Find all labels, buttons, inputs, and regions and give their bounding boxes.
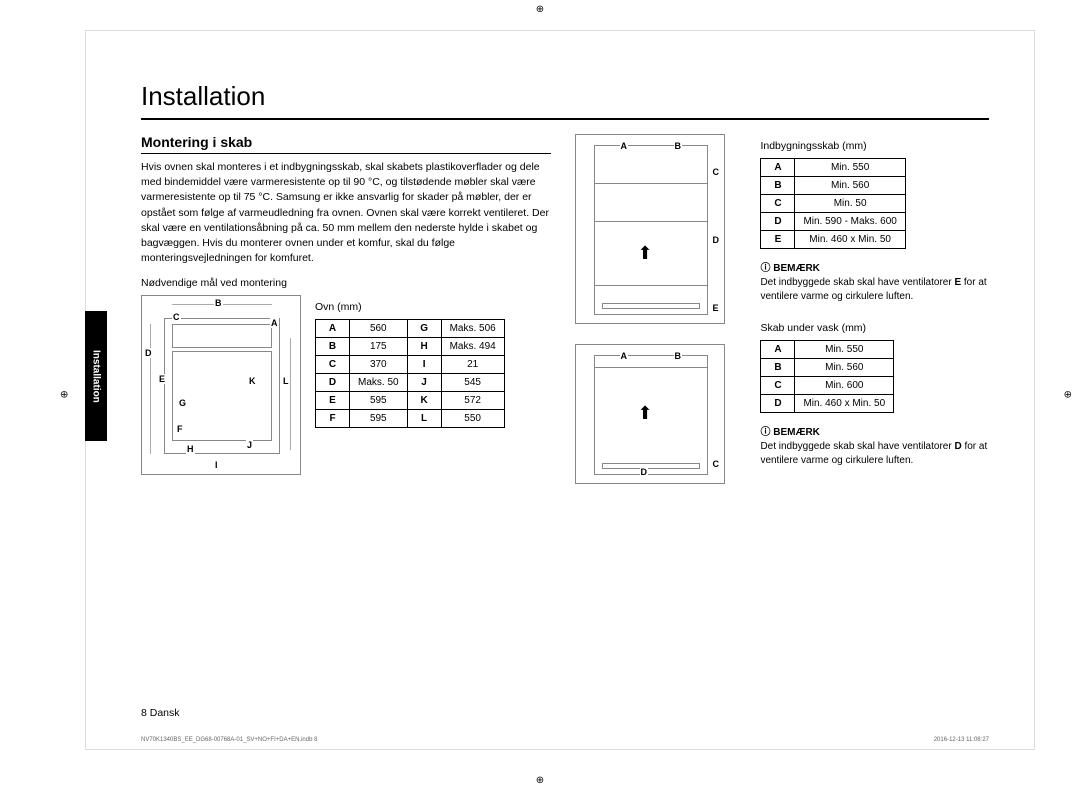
table-cell: D	[316, 373, 350, 391]
fig1-label-k: K	[248, 376, 257, 386]
table-cell: C	[761, 377, 795, 395]
table-cell: Min. 550	[795, 159, 905, 177]
table-caption-ovn: Ovn (mm)	[315, 301, 505, 313]
table-cell: E	[316, 391, 350, 409]
fig2-label-c: C	[712, 167, 721, 177]
fig1-label-c: C	[172, 312, 181, 322]
section-heading: Montering i skab	[141, 134, 551, 154]
table-cell: Min. 590 - Maks. 600	[795, 213, 905, 231]
arrow-icon: ⬆	[638, 403, 653, 424]
table-cell: J	[407, 373, 441, 391]
fig3-label-d: D	[640, 467, 649, 477]
page-number: 8 Dansk	[141, 707, 180, 719]
note-title-1: BEMÆRK	[760, 259, 989, 274]
fig1-label-l: L	[282, 376, 290, 386]
note-body-2: Det indbyggede skab skal have ventilator…	[760, 440, 989, 468]
table-cell: 175	[350, 337, 408, 355]
table-cell: B	[761, 177, 795, 195]
fig1-label-f: F	[176, 424, 184, 434]
table-cell: I	[407, 355, 441, 373]
sidebar-tab: Installation	[85, 311, 107, 441]
fig2-label-b: B	[674, 141, 683, 151]
table-cell: 595	[350, 409, 408, 427]
table-cell: K	[407, 391, 441, 409]
fig1-label-e: E	[158, 374, 166, 384]
table-cell: D	[761, 213, 795, 231]
table-cell: Maks. 494	[441, 337, 504, 355]
table-cell: Min. 50	[795, 195, 905, 213]
fig1-label-i: I	[214, 460, 219, 470]
table-cell: 560	[350, 319, 408, 337]
table-cell: Min. 560	[795, 177, 905, 195]
table-cell: A	[316, 319, 350, 337]
table-cell: G	[407, 319, 441, 337]
fig3-label-b: B	[674, 351, 683, 361]
table-sink: AMin. 550BMin. 560CMin. 600DMin. 460 x M…	[760, 340, 894, 413]
subheading-dims: Nødvendige mål ved montering	[141, 277, 551, 289]
fig2-label-d: D	[712, 235, 721, 245]
arrow-icon: ⬆	[638, 243, 653, 264]
table-cell: 545	[441, 373, 504, 391]
fig1-label-d: D	[144, 348, 153, 358]
page-title: Installation	[141, 81, 989, 120]
table-cell: Min. 600	[795, 377, 894, 395]
left-column: Montering i skab Hvis ovnen skal montere…	[141, 134, 551, 484]
table-cell: H	[407, 337, 441, 355]
fig1-label-g: G	[178, 398, 187, 408]
crop-mark-right: ⊕	[1064, 390, 1072, 401]
fig2-label-e: E	[712, 303, 720, 313]
content-area: Installation Montering i skab Hvis ovnen…	[86, 31, 1034, 504]
table-cell: Maks. 506	[441, 319, 504, 337]
footer-filename: NV70K1340BS_EE_DG68-00768A-01_SV+NO+FI+D…	[141, 737, 317, 743]
crop-mark-bottom: ⊕	[536, 775, 544, 786]
oven-table-wrap: Ovn (mm) A560GMaks. 506 B175HMaks. 494 C37…	[315, 295, 505, 428]
table-cabinet: AMin. 550BMin. 560CMin. 50DMin. 590 - Ma…	[760, 158, 905, 249]
table-cell: B	[761, 359, 795, 377]
figure-oven: B C A D E F G H I J K L	[141, 295, 301, 475]
table-cell: Min. 460 x Min. 50	[795, 231, 905, 249]
fig1-label-a: A	[270, 318, 279, 328]
fig1-label-b: B	[214, 298, 223, 308]
fig3-label-a: A	[620, 351, 629, 361]
note-title-2: BEMÆRK	[760, 423, 989, 438]
page-frame: Installation Installation Montering i sk…	[85, 30, 1035, 750]
note-body-1: Det indbyggede skab skal have ventilator…	[760, 276, 989, 304]
table-cell: Min. 460 x Min. 50	[795, 395, 894, 413]
table-cell: Maks. 50	[350, 373, 408, 391]
fig1-label-h: H	[186, 444, 195, 454]
footer-timestamp: 2016-12-13 11:08:27	[934, 737, 989, 743]
table-cell: 21	[441, 355, 504, 373]
fig3-label-c: C	[712, 459, 721, 469]
table-cell: 572	[441, 391, 504, 409]
fig2-label-a: A	[620, 141, 629, 151]
table-cell: Min. 550	[795, 341, 894, 359]
crop-mark-left: ⊕	[60, 390, 68, 401]
fig1-label-j: J	[246, 440, 253, 450]
table-cell: 550	[441, 409, 504, 427]
table-cell: F	[316, 409, 350, 427]
table-cell: C	[316, 355, 350, 373]
table-cell: L	[407, 409, 441, 427]
table-cell: 370	[350, 355, 408, 373]
right-column: Indbygningsskab (mm) AMin. 550BMin. 560C…	[760, 134, 989, 484]
table-cell: Min. 560	[795, 359, 894, 377]
crop-mark-top: ⊕	[536, 4, 544, 15]
table-cell: E	[761, 231, 795, 249]
figure-under-sink: ⬆ A B C D	[575, 344, 725, 484]
table-caption-sink: Skab under vask (mm)	[760, 322, 989, 334]
figure-cabinet: ⬆ A B C D E	[575, 134, 725, 324]
middle-column: ⬆ A B C D E ⬆ A B C D	[575, 134, 737, 484]
section-body: Hvis ovnen skal monteres i et indbygning…	[141, 160, 551, 267]
table-cell: A	[761, 159, 795, 177]
table-cell: C	[761, 195, 795, 213]
table-cell: B	[316, 337, 350, 355]
table-ovn: A560GMaks. 506 B175HMaks. 494 C370I21 DMaks…	[315, 319, 505, 428]
table-caption-cab: Indbygningsskab (mm)	[760, 140, 989, 152]
table-cell: 595	[350, 391, 408, 409]
table-cell: A	[761, 341, 795, 359]
table-cell: D	[761, 395, 795, 413]
